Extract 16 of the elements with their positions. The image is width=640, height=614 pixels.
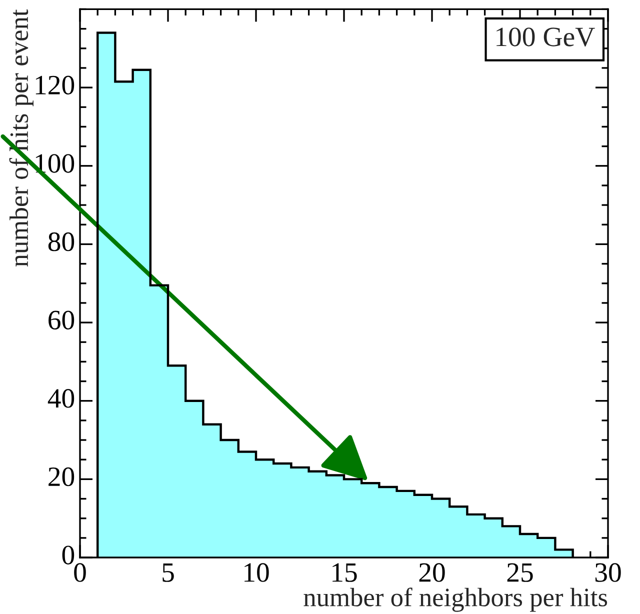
y-tick-label: 0 [62,546,74,564]
x-tick-label: 25 [507,563,533,582]
x-tick-label: 0 [74,563,86,582]
x-tick-label: 15 [332,563,357,582]
x-axis-title: number of neighbors per hits [304,588,608,612]
x-tick-label: 5 [162,563,174,582]
annotation: 100 GeV [496,28,595,46]
x-tick-label: 30 [595,563,621,582]
y-tick-label: 60 [48,310,74,330]
y-tick-label: 20 [48,467,74,486]
y-tick-label: 80 [48,232,74,252]
y-tick-label: 40 [48,389,74,408]
x-tick-label: 10 [244,563,269,582]
y-tick-label: 120 [36,76,74,94]
y-tick-label: 100 [36,154,74,173]
x-tick-label: 20 [419,563,445,582]
